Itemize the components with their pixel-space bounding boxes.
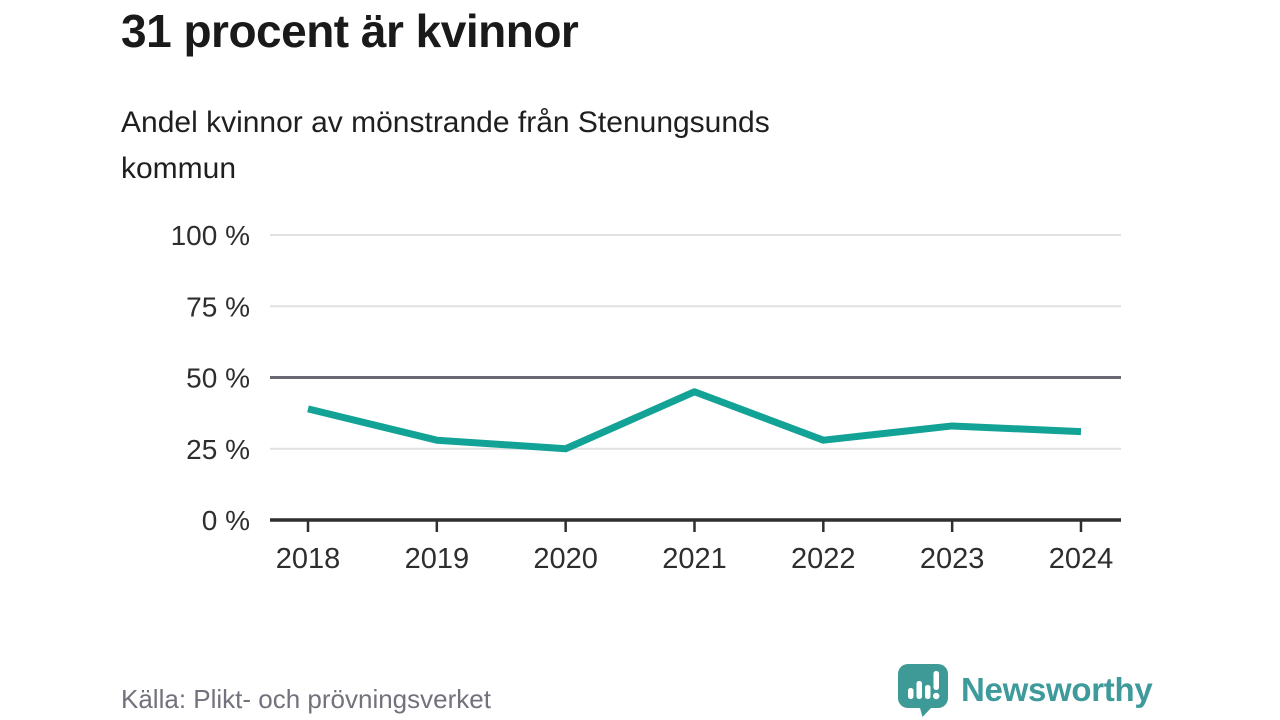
x-tick-label: 2018 [276, 543, 341, 575]
x-tick-label: 2024 [1049, 543, 1114, 575]
line-chart: 0 % 25 % 50 % 75 % 100 % 2018 2019 2020 2021 2022… [171, 220, 1121, 575]
y-tick-label: 25 % [186, 434, 250, 465]
y-tick-label: 50 % [186, 363, 250, 394]
subtitle-line-1: Andel kvinnor av mönstrande från Stenung… [121, 106, 770, 139]
y-tick-label: 100 % [171, 220, 250, 251]
x-tick-label: 2021 [662, 543, 727, 575]
x-tick-label: 2020 [533, 543, 598, 575]
y-tick-label: 0 % [202, 505, 250, 536]
newsworthy-logo-icon [898, 664, 948, 717]
source-note: Källa: Plikt- och prövningsverket [121, 684, 491, 714]
newsworthy-logo-text: Newsworthy [961, 671, 1153, 708]
page-subtitle: Andel kvinnor av mönstrande från Stenung… [121, 100, 770, 192]
data-line [307, 388, 1082, 453]
x-tick-label: 2022 [791, 543, 856, 575]
x-tick-label: 2023 [920, 543, 985, 575]
newsworthy-logo: Newsworthy [896, 662, 1153, 718]
subtitle-line-2: kommun [121, 152, 237, 185]
speech-bubble-shape [898, 664, 948, 717]
y-tick-label: 75 % [186, 291, 250, 322]
x-tick-label: 2019 [405, 543, 470, 575]
page-title: 31 procent är kvinnor [121, 5, 579, 57]
bar-chart-glyph [908, 671, 940, 700]
